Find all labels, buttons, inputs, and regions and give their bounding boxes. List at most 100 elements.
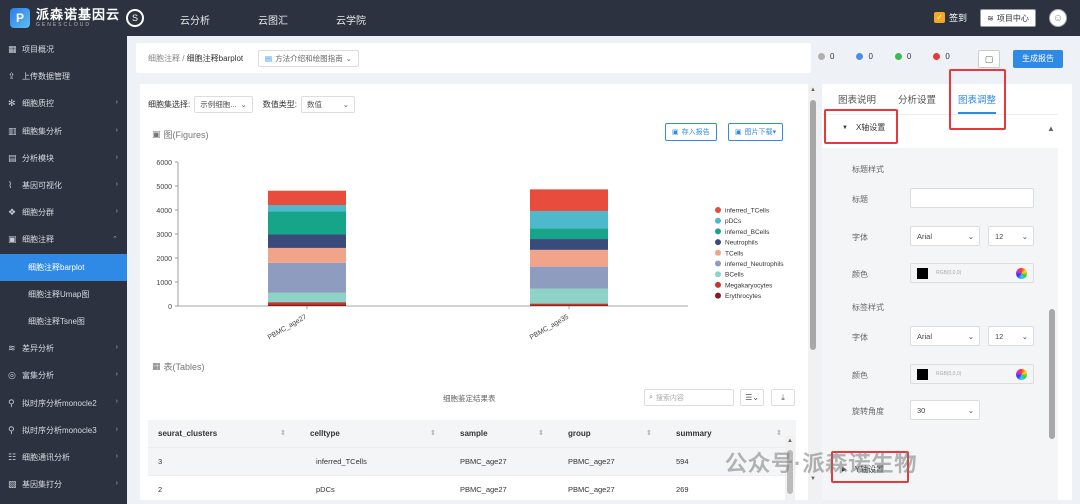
sort-icon[interactable]: ⇕ <box>280 430 286 437</box>
cellset-select[interactable]: 示例细胞... ⌄ <box>194 96 253 113</box>
save-to-report-button[interactable]: ▣ 存入报告 <box>665 123 717 141</box>
table-cell: PBMC_age27 <box>568 457 615 466</box>
tables-title: ▦ 表(Tables) <box>152 360 205 373</box>
table-row[interactable]: 2 pDCs PBMC_age27 PBMC_age27 269 <box>148 476 796 500</box>
title-color-picker[interactable]: RGB(0,0,0) <box>910 263 1034 283</box>
legend-marker <box>715 239 721 246</box>
nav-cloud-academy[interactable]: 云学院 <box>336 16 366 27</box>
logo-subtitle: GENESCLOUD <box>36 22 92 28</box>
y-tick-label: 2000 <box>156 256 172 263</box>
title-color-value: RGB(0,0,0) <box>936 270 962 276</box>
color-wheel-icon[interactable] <box>1016 268 1027 279</box>
sidebar-item[interactable]: ⌇ 基因可视化 › <box>0 172 127 199</box>
tick-font-family-select[interactable]: Arial ⌄ <box>910 326 980 346</box>
sidebar-item-label: 拟时序分析monocle2 <box>22 398 97 408</box>
settings-panel: 图表说明 分析设置 图表调整 ▼ X轴设置 ▲ 标题样式 标题 字体 Arial… <box>822 84 1072 500</box>
sidebar-item-label: 分析模块 <box>22 153 54 163</box>
sidebar-item-label: 细胞质控 <box>22 99 54 109</box>
sidebar-item[interactable]: ⇪ 上传数据管理 <box>0 63 127 90</box>
table-cell: PBMC_age27 <box>568 485 615 494</box>
logo[interactable]: P 派森诺基因云 GENESCLOUD S <box>10 6 145 30</box>
sort-icon[interactable]: ⇕ <box>430 430 436 437</box>
sidebar-item[interactable]: ⚲ 拟时序分析monocle2 › <box>0 389 127 416</box>
table-scrollbar[interactable]: ▲ <box>785 436 795 500</box>
image-download-label: 图片下载▾ <box>744 129 777 136</box>
color-wheel-icon[interactable] <box>1016 369 1027 380</box>
sidebar-item[interactable]: ▤ 分析模块 › <box>0 145 127 172</box>
y-axis-section-header[interactable]: ▶ Y轴设置 <box>842 464 884 475</box>
font-size-value: 12 <box>995 231 1004 241</box>
nav-cloud-charts[interactable]: 云图汇 <box>258 16 288 27</box>
sort-icon[interactable]: ⇕ <box>776 430 782 437</box>
table-cell: inferred_TCells <box>316 457 367 466</box>
table-search-input[interactable]: ⌕ 搜索内容 <box>644 389 734 406</box>
project-center-button[interactable]: ≋ 项目中心 <box>980 9 1036 27</box>
tab-chart-adjust[interactable]: 图表调整 <box>958 92 997 114</box>
sidebar-item[interactable]: ▨ 基因集打分 › <box>0 471 127 498</box>
signin-button[interactable]: ✓ 签到 <box>934 11 967 24</box>
breadcrumb-parent[interactable]: 细胞注释 <box>148 54 180 63</box>
sort-icon[interactable]: ⇕ <box>538 430 544 437</box>
top-nav: 云分析 云图汇 云学院 <box>180 12 414 27</box>
color-label: 颜色 <box>852 270 868 279</box>
legend-label: Megakaryocytes <box>725 282 773 289</box>
sidebar-item[interactable]: ◎ 富集分析 › <box>0 362 127 389</box>
column-settings-icon[interactable]: ☰⌄ <box>740 389 764 406</box>
sidebar-item[interactable]: ▦ 项目概况 <box>0 36 127 63</box>
sidebar-item[interactable]: 细胞注释barplot <box>0 253 127 281</box>
sidebar-item[interactable]: 细胞注释Umap图 <box>0 281 127 308</box>
bar-segment <box>268 292 346 303</box>
title-input[interactable] <box>910 188 1034 208</box>
table-cell: PBMC_age27 <box>460 457 507 466</box>
sidebar-item[interactable]: ▣ 细胞注释 ⌃ <box>0 226 127 253</box>
sidebar-item-label: 基因集打分 <box>22 480 62 490</box>
caret-down-icon: ▼ <box>842 124 848 131</box>
sidebar-item[interactable]: ≋ 差异分析 › <box>0 335 127 362</box>
column-header-label: seurat_clusters <box>158 429 218 438</box>
table-column-header[interactable]: seurat_clusters ⇕ <box>148 429 300 438</box>
font-size-select[interactable]: 12 ⌄ <box>988 226 1034 246</box>
chevron-down-icon: ⌄ <box>1021 231 1028 241</box>
generate-report-button[interactable]: 生成报告 <box>1013 50 1063 68</box>
tab-analysis-settings[interactable]: 分析设置 <box>898 95 937 106</box>
tick-color-picker[interactable]: RGB(0,0,0) <box>910 364 1034 384</box>
x-axis-section-header[interactable]: ▼ X轴设置 <box>842 122 885 133</box>
table-column-header[interactable]: sample ⇕ <box>450 429 558 438</box>
collapse-up-icon[interactable]: ▲ <box>1047 124 1055 133</box>
sidebar-item[interactable]: ❖ 细胞分群 › <box>0 199 127 226</box>
sidebar-item[interactable]: ⚲ 拟时序分析monocle3 › <box>0 417 127 444</box>
figures-title: ▣ 图(Figures) <box>152 128 209 141</box>
table-row[interactable]: 3 inferred_TCells PBMC_age27 PBMC_age27 594 <box>148 448 796 476</box>
method-guide-dropdown[interactable]: ▤ 方法介绍和绘图指南 ⌄ <box>258 50 359 67</box>
sidebar-item[interactable]: ✻ 细胞质控 › <box>0 90 127 117</box>
document-icon[interactable]: ▢ <box>978 50 1000 68</box>
download-icon[interactable]: ⤓ <box>771 389 795 406</box>
table-column-header[interactable]: group ⇕ <box>558 429 666 438</box>
content-scrollbar[interactable]: ▲ ▼ <box>808 84 818 500</box>
main-content: 细胞集选择: 示例细胞... ⌄ 数值类型: 数值 ⌄ ▣ 图(Figures) ▣… <box>140 84 818 500</box>
sort-icon[interactable]: ⇕ <box>646 430 652 437</box>
timeline-icon: ⚲ <box>8 397 15 408</box>
cluster-icon: ❖ <box>8 207 17 218</box>
panel-scrollbar[interactable] <box>1049 309 1055 439</box>
rotate-select[interactable]: 30 ⌄ <box>910 400 980 420</box>
avatar[interactable]: ☺ <box>1049 9 1067 27</box>
table-column-header[interactable]: summary ⇕ <box>666 429 796 438</box>
sidebar-item[interactable]: ▥ 细胞集分析 › <box>0 118 127 145</box>
sidebar-item[interactable]: ☷ 细胞通讯分析 › <box>0 444 127 471</box>
bar-segment <box>530 228 608 240</box>
nav-cloud-analysis[interactable]: 云分析 <box>180 16 210 27</box>
tables-title-text: 表(Tables) <box>163 362 205 372</box>
status-counter: 0 <box>933 52 950 61</box>
annotation-icon: ▣ <box>8 234 17 245</box>
tick-font-size-select[interactable]: 12 ⌄ <box>988 326 1034 346</box>
font-family-select[interactable]: Arial ⌄ <box>910 226 980 246</box>
table-column-header[interactable]: celltype ⇕ <box>300 429 450 438</box>
image-download-button[interactable]: ▣ 图片下载▾ <box>728 123 784 141</box>
legend-label: TCells <box>725 250 744 257</box>
tab-chart-description[interactable]: 图表说明 <box>838 95 877 106</box>
sidebar-item[interactable]: 细胞注释Tsne图 <box>0 308 127 335</box>
sidebar-item-label: 上传数据管理 <box>22 72 70 82</box>
valuetype-select[interactable]: 数值 ⌄ <box>301 96 356 113</box>
save-icon: ▣ <box>672 129 679 136</box>
